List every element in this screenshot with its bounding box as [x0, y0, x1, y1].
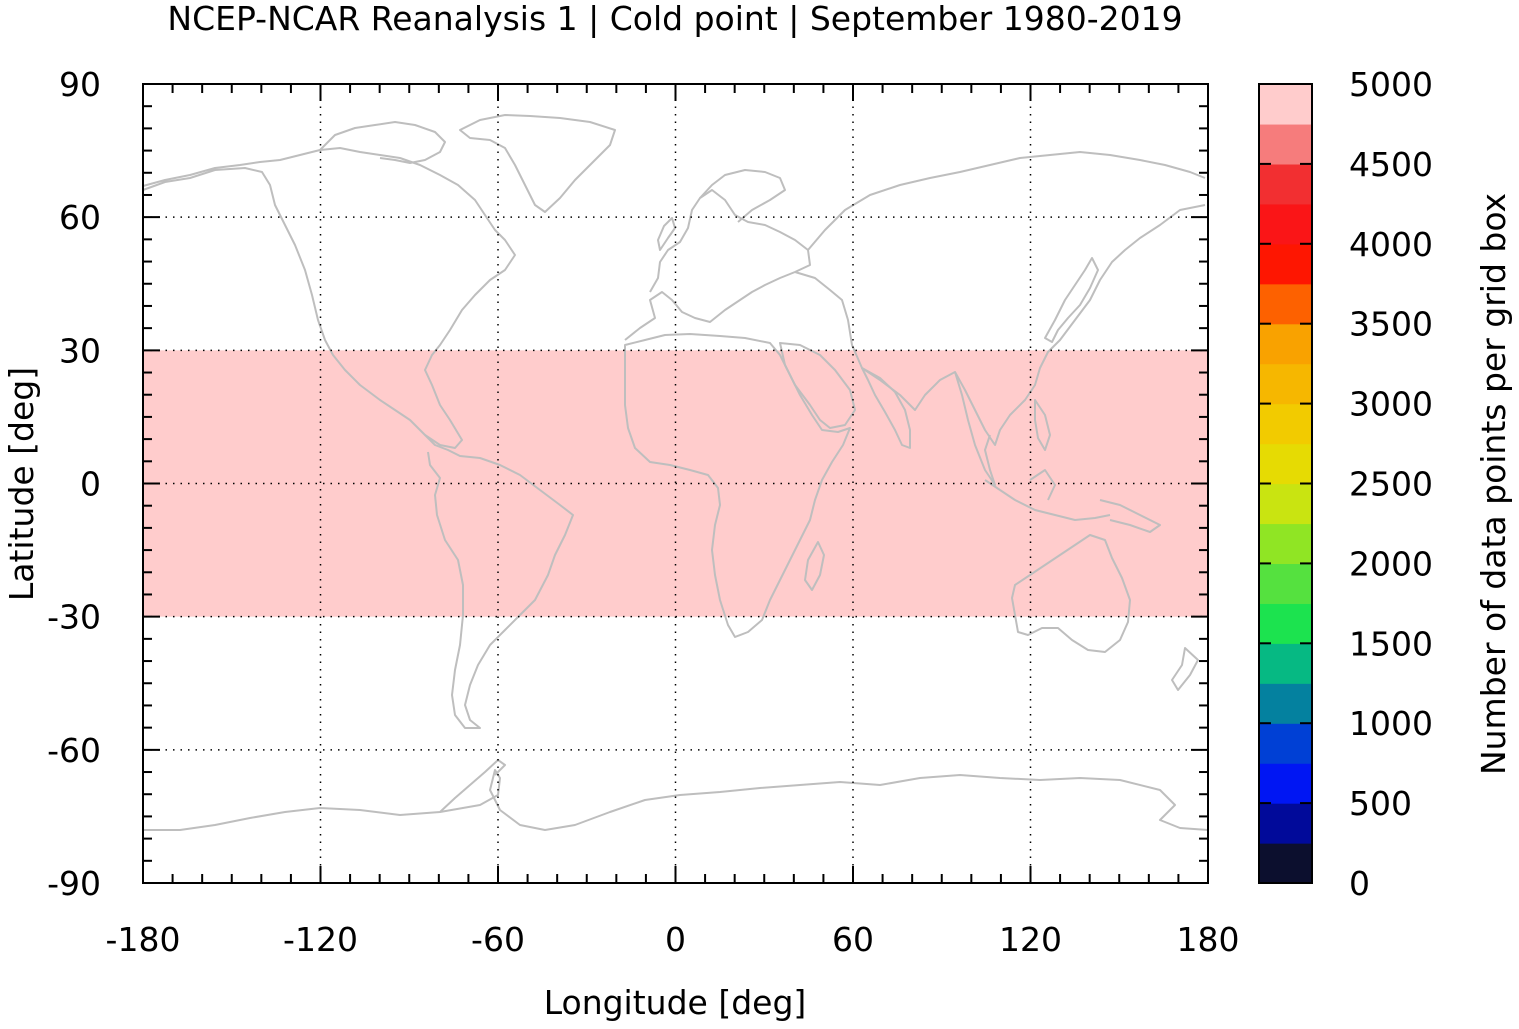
x-tick-label: -120	[283, 920, 358, 959]
coastline-arctic-canada	[319, 121, 446, 164]
x-tick-labels: -180 -120 -60 0 60 120 180	[106, 920, 1240, 959]
x-tick-label: -60	[471, 920, 525, 959]
coastline-africa	[624, 333, 851, 638]
coastline-philippines	[1034, 399, 1051, 451]
colorbar-segment	[1259, 763, 1312, 804]
coastline-new-zealand	[1171, 647, 1199, 691]
y-tick-labels: 90 60 30 0 -30 -60 -90	[47, 65, 101, 903]
y-tick-label: 60	[59, 198, 101, 237]
coastline-indochina	[954, 371, 996, 486]
coastline-greenland	[459, 114, 616, 213]
colorbar-tick-label: 4500	[1349, 145, 1433, 184]
colorbar-tick-label: 2000	[1349, 544, 1433, 583]
x-tick-label: -180	[106, 920, 181, 959]
colorbar-segment	[1259, 563, 1312, 604]
colorbar-segment	[1259, 283, 1312, 325]
y-tick-label: 30	[59, 331, 101, 370]
coastline-antarctic-peninsula	[439, 759, 506, 813]
chart-title: NCEP-NCAR Reanalysis 1 | Cold point | Se…	[167, 0, 1182, 38]
coastline-india	[861, 367, 911, 449]
coastline-south-america	[424, 434, 574, 729]
colorbar-label: Number of data points per grid box	[1474, 193, 1513, 775]
colorbar-tick-label: 3000	[1349, 385, 1433, 424]
x-tick-label: 180	[1177, 920, 1240, 959]
colorbar-segment	[1259, 443, 1312, 485]
colorbar-segment	[1259, 203, 1312, 245]
x-tick-label: 120	[999, 920, 1062, 959]
y-tick-label: -30	[47, 598, 101, 637]
colorbar-segment	[1259, 683, 1312, 724]
colorbar-tick-label: 0	[1349, 864, 1370, 903]
colorbar-tick-label: 3500	[1349, 305, 1433, 344]
y-tick-label: 90	[59, 65, 101, 104]
coastline-arabia	[779, 342, 856, 429]
colorbar-tick-label: 1500	[1349, 624, 1433, 663]
colorbar-segment	[1259, 523, 1312, 564]
colorbar-segment	[1259, 723, 1312, 764]
colorbar-tick-label: 500	[1349, 784, 1412, 823]
coastline-japan	[1044, 257, 1099, 343]
colorbar-segment	[1259, 603, 1312, 644]
coastline-antarctica	[143, 769, 1209, 831]
colorbar-segment	[1259, 483, 1312, 525]
coastline-europe	[624, 189, 811, 341]
colorbar-segment	[1259, 843, 1312, 884]
coastline-australia	[1011, 534, 1131, 653]
x-axis-label: Longitude [deg]	[544, 983, 807, 1022]
colorbar-segment	[1259, 163, 1312, 205]
gridlines	[143, 84, 1208, 883]
colorbar-tick-label: 1000	[1349, 704, 1433, 743]
colorbar-segment	[1259, 123, 1312, 165]
x-tick-label: 0	[665, 920, 686, 959]
y-tick-label: -90	[47, 864, 101, 903]
x-tick-label: 60	[832, 920, 874, 959]
y-axis-label: Latitude [deg]	[2, 367, 41, 601]
coastline-north-america	[142, 147, 516, 449]
y-tick-label: -60	[47, 731, 101, 770]
colorbar-tick-label: 2500	[1349, 465, 1433, 504]
colorbar-tick-labels: 0 500 1000 1500 2000 2500 3000 3500 4000 4500 5000	[1349, 65, 1433, 903]
y-tick-label: 0	[80, 465, 101, 504]
coastline-madagascar	[804, 541, 825, 591]
colorbar-segment	[1259, 803, 1312, 844]
colorbar	[1258, 83, 1313, 884]
coastlines	[142, 114, 1209, 831]
coastline-uk	[657, 217, 676, 251]
colorbar-segment	[1259, 643, 1312, 684]
plot-frame	[142, 83, 1209, 884]
colorbar-segment	[1259, 243, 1312, 285]
coastline-indonesia	[984, 469, 1161, 533]
colorbar-segment	[1259, 363, 1312, 405]
coastline-asia	[794, 204, 1206, 446]
coastline-siberia	[807, 151, 1206, 251]
colorbar-segment	[1259, 403, 1312, 445]
colorbar-tick-label: 4000	[1349, 225, 1433, 264]
colorbar-tick-label: 5000	[1349, 65, 1433, 104]
coastline-scandinavia	[699, 169, 786, 223]
colorbar-segment	[1259, 323, 1312, 365]
colorbar-segment	[1259, 84, 1312, 125]
